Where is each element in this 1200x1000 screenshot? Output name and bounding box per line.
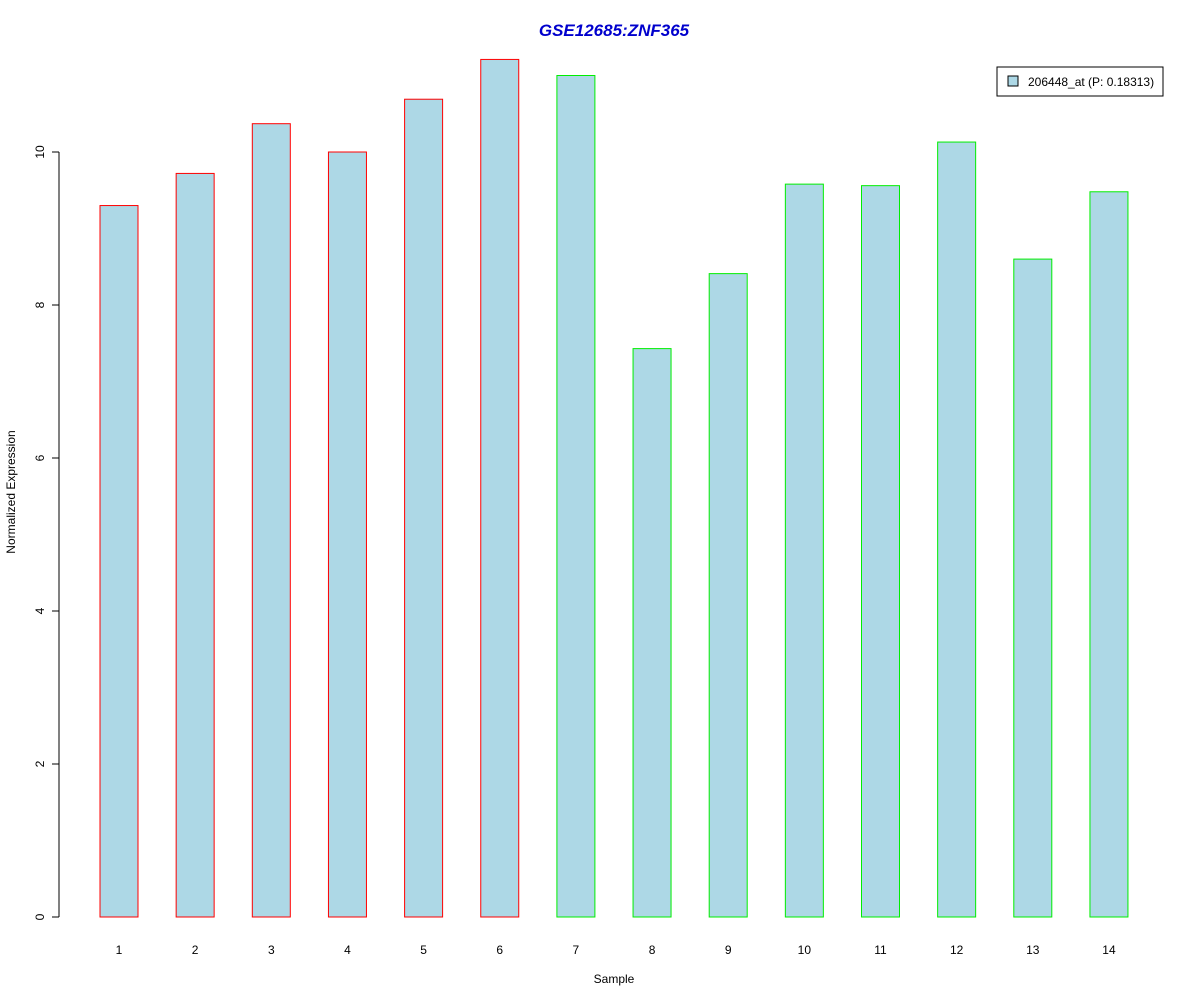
bar-sample-13 xyxy=(1013,258,1053,918)
y-axis-label: Normalized Expression xyxy=(4,430,18,553)
bar-sample-2 xyxy=(175,172,215,918)
y-tick-label-6: 6 xyxy=(33,454,47,461)
bar-sample-12 xyxy=(937,141,977,918)
y-tick-label-8: 8 xyxy=(33,301,47,308)
bar-sample-4 xyxy=(327,151,367,918)
legend-label: 206448_at (P: 0.18313) xyxy=(1028,75,1154,89)
x-tick-label-11: 11 xyxy=(874,943,887,957)
chart-title: GSE12685:ZNF365 xyxy=(539,21,690,40)
x-axis: 1 2 3 4 5 6 7 8 9 10 11 12 13 14 xyxy=(116,943,1116,957)
x-tick-label-13: 13 xyxy=(1026,943,1040,957)
bars-group xyxy=(99,58,1129,918)
x-tick-label-8: 8 xyxy=(649,943,656,957)
bar-sample-9 xyxy=(708,273,748,918)
x-tick-label-12: 12 xyxy=(950,943,964,957)
x-tick-label-4: 4 xyxy=(344,943,351,957)
legend: 206448_at (P: 0.18313) xyxy=(996,66,1164,97)
bar-sample-8 xyxy=(632,348,672,918)
x-tick-label-6: 6 xyxy=(496,943,503,957)
bar-sample-7 xyxy=(556,75,596,918)
y-tick-label-0: 0 xyxy=(33,913,47,920)
x-tick-label-14: 14 xyxy=(1102,943,1116,957)
bar-sample-5 xyxy=(404,98,444,918)
x-tick-label-3: 3 xyxy=(268,943,275,957)
legend-box xyxy=(996,66,1164,97)
legend-swatch xyxy=(1007,75,1019,87)
x-tick-label-10: 10 xyxy=(798,943,812,957)
bar-sample-14 xyxy=(1089,191,1129,918)
bar-sample-1 xyxy=(99,205,139,918)
y-tick-label-2: 2 xyxy=(33,760,47,767)
bar-sample-10 xyxy=(784,183,824,918)
x-tick-label-9: 9 xyxy=(725,943,732,957)
bar-sample-3 xyxy=(251,123,291,918)
x-tick-label-2: 2 xyxy=(192,943,199,957)
bar-sample-11 xyxy=(861,185,900,918)
bar-sample-6 xyxy=(480,58,520,918)
x-tick-label-1: 1 xyxy=(116,943,123,957)
y-tick-label-4: 4 xyxy=(33,607,47,614)
x-tick-label-7: 7 xyxy=(573,943,580,957)
y-tick-label-10: 10 xyxy=(33,145,47,159)
y-axis: 0 2 4 6 8 10 xyxy=(33,145,60,920)
x-tick-label-5: 5 xyxy=(420,943,427,957)
x-axis-label: Sample xyxy=(594,972,635,986)
